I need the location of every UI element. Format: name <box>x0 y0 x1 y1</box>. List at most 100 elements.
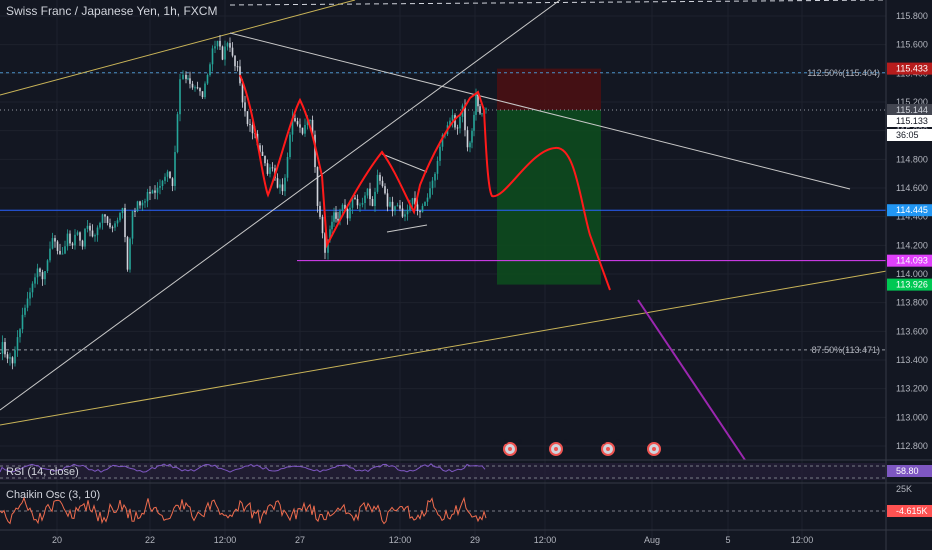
candle-body <box>473 114 475 131</box>
candle-body <box>261 151 264 156</box>
candle-body <box>296 121 299 125</box>
candle-body <box>311 119 314 135</box>
candle-body <box>309 119 311 121</box>
stop-loss-zone <box>497 68 601 111</box>
candle-body <box>206 74 209 84</box>
candle-body <box>39 268 41 273</box>
candle-body <box>304 125 306 134</box>
target-price-tag-text: 113.926 <box>896 280 928 290</box>
price-tick-label: 113.200 <box>896 384 928 394</box>
candle-body <box>329 229 331 241</box>
candle-body <box>174 152 176 187</box>
candle-body <box>236 66 239 68</box>
candle-body <box>16 337 19 351</box>
chaikin-pane-label[interactable]: Chaikin Osc (3, 10) <box>6 489 101 501</box>
candle-body <box>74 234 76 246</box>
rsi-pane-label[interactable]: RSI (14, close) <box>6 466 79 478</box>
white-short-trendline <box>381 153 428 173</box>
blue-level-tag-text: 114.445 <box>896 205 928 215</box>
candle-body <box>391 201 394 212</box>
event-marker-dot <box>606 447 610 451</box>
candle-body <box>259 145 261 152</box>
candle-body <box>454 115 456 128</box>
candle-body <box>219 40 221 47</box>
candle-body <box>216 40 219 47</box>
blue-level-tag: 114.445 <box>887 204 932 217</box>
price-tick-label: 115.200 <box>896 97 928 107</box>
event-marker-dot <box>554 447 558 451</box>
candle-body <box>316 167 319 206</box>
candle-body <box>421 205 424 213</box>
candle-body <box>419 210 421 213</box>
price-tick-label: 112.800 <box>896 441 928 451</box>
candle-body <box>361 203 364 205</box>
candle-body <box>24 307 26 315</box>
chaikin-value-tag: -4.615K <box>887 505 932 517</box>
candle-body <box>214 46 216 49</box>
time-tick-label: 12:00 <box>791 535 814 545</box>
candle-body <box>169 171 171 179</box>
candle-body <box>179 79 181 115</box>
candle-body <box>231 47 234 56</box>
candle-body <box>69 233 71 244</box>
candle-body <box>299 124 301 128</box>
candle-body <box>176 114 179 153</box>
target-price-tag: 113.926 <box>887 278 932 291</box>
candle-body <box>101 214 104 223</box>
candle-body <box>396 205 399 207</box>
candle-body <box>11 357 14 364</box>
countdown-tag-bg <box>887 129 932 141</box>
time-tick-label: 22 <box>145 535 155 545</box>
candle-body <box>284 177 286 192</box>
candle-body <box>319 205 321 217</box>
candle-body <box>271 167 274 169</box>
candle-body <box>196 87 199 89</box>
candle-body <box>346 208 349 219</box>
candle-body <box>449 120 451 126</box>
symbol-title: Swiss Franc / Japanese Yen, 1h, FXCM <box>6 4 218 18</box>
candle-body <box>459 116 461 129</box>
candle-body <box>91 230 94 237</box>
candle-body <box>59 250 61 254</box>
countdown-tag: 36:05 <box>887 129 932 141</box>
candle-body <box>416 204 419 211</box>
candle-body <box>66 233 69 247</box>
candle-body <box>276 178 279 188</box>
candle-body <box>266 163 269 174</box>
candle-body <box>71 243 74 246</box>
event-marker: 3 <box>549 439 568 456</box>
event-marker <box>647 442 661 456</box>
candle-body <box>121 208 124 214</box>
candle-body <box>61 253 64 255</box>
candle-body <box>249 124 251 126</box>
candle-body <box>129 238 131 270</box>
chaikin-tick-label: 25K <box>896 484 912 494</box>
candle-body <box>84 228 86 247</box>
candle-body <box>406 210 409 215</box>
candle-body <box>369 188 371 199</box>
projected-wave-path <box>239 74 611 291</box>
rsi-value-tag-bg <box>887 465 932 477</box>
candle-body <box>136 201 139 212</box>
candle-body <box>356 198 359 206</box>
candle-body <box>86 225 89 229</box>
candle-body <box>239 66 241 84</box>
candle-body <box>31 283 34 293</box>
candle-body <box>171 178 174 187</box>
candle-body <box>191 83 194 88</box>
purple-projection-line <box>637 299 746 461</box>
candle-body <box>14 350 16 364</box>
candle-body <box>164 176 166 181</box>
candle-body <box>411 198 414 205</box>
candle-body <box>429 188 431 198</box>
candle-body <box>335 212 337 219</box>
prev-close-tag: 115.144 <box>887 104 932 117</box>
candle-body <box>161 180 164 187</box>
magenta-level-tag-bg <box>887 254 932 267</box>
candle-body <box>479 106 481 114</box>
candle-body <box>264 155 266 164</box>
upper-dashed-trendline <box>229 0 887 6</box>
last-price-tag-text: 115.133 <box>896 116 928 126</box>
